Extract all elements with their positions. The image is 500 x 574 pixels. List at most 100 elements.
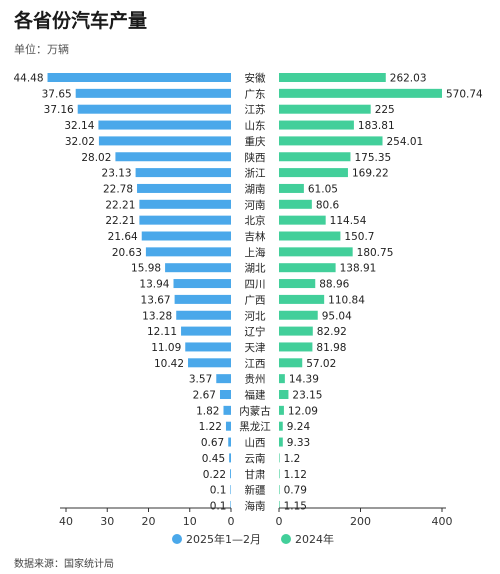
bar-left-18 <box>188 358 231 368</box>
category-label-4: 重庆 <box>245 135 266 148</box>
value-label-left-19: 3.57 <box>189 374 212 386</box>
value-label-right-27: 1.15 <box>284 500 307 512</box>
value-label-left-21: 1.82 <box>196 405 219 417</box>
category-label-21: 内蒙古 <box>239 404 271 417</box>
value-label-right-7: 61.05 <box>308 183 338 195</box>
value-label-right-10: 150.7 <box>344 231 374 243</box>
bar-left-19 <box>216 374 231 384</box>
source-note: 数据来源：国家统计局 <box>14 559 114 570</box>
value-label-right-24: 1.2 <box>284 453 301 465</box>
value-label-right-1: 570.74 <box>446 88 483 100</box>
bar-left-17 <box>185 342 231 352</box>
legend-marker-right <box>281 534 291 544</box>
right-tick-label-1: 200 <box>350 515 371 528</box>
bar-right-18 <box>279 358 303 368</box>
bar-left-13 <box>173 279 231 289</box>
category-label-18: 江西 <box>245 358 266 370</box>
bar-left-27 <box>230 500 231 510</box>
category-label-22: 黑龙江 <box>239 420 271 433</box>
value-label-left-24: 0.45 <box>202 453 225 465</box>
value-label-left-0: 44.48 <box>13 73 43 85</box>
value-label-right-13: 88.96 <box>319 279 349 291</box>
unit-label: 单位：万辆 <box>14 43 69 56</box>
value-label-left-6: 23.13 <box>102 168 132 180</box>
value-label-left-17: 11.09 <box>151 342 181 354</box>
value-label-left-3: 32.14 <box>64 120 94 132</box>
value-label-left-20: 2.67 <box>193 390 216 402</box>
bar-right-14 <box>279 294 325 304</box>
bar-right-25 <box>279 469 280 479</box>
bar-right-21 <box>279 405 284 415</box>
category-label-15: 河北 <box>245 310 266 322</box>
bar-right-13 <box>279 279 316 289</box>
right-tick-label-0: 0 <box>276 515 283 528</box>
value-label-right-2: 225 <box>375 104 395 116</box>
value-label-right-5: 175.35 <box>354 152 391 164</box>
legend-label-left: 2025年1—2月 <box>186 532 261 546</box>
bar-left-11 <box>145 247 231 257</box>
value-label-right-25: 1.12 <box>284 469 307 481</box>
bar-left-10 <box>141 231 231 241</box>
category-label-20: 福建 <box>245 389 266 402</box>
category-label-17: 天津 <box>245 342 266 354</box>
left-tick-label-3: 10 <box>183 515 197 528</box>
value-label-right-12: 138.91 <box>340 263 377 275</box>
bar-left-6 <box>135 168 231 178</box>
value-label-right-4: 254.01 <box>387 136 424 148</box>
category-label-25: 甘肃 <box>245 468 266 481</box>
value-label-left-4: 32.02 <box>65 136 95 148</box>
bar-right-0 <box>279 73 386 82</box>
value-label-right-17: 81.98 <box>316 342 346 354</box>
value-label-right-15: 95.04 <box>322 310 352 322</box>
category-label-12: 湖北 <box>245 263 266 275</box>
value-label-right-0: 262.03 <box>390 73 427 85</box>
category-label-10: 吉林 <box>245 230 266 243</box>
category-label-0: 安徽 <box>245 72 266 85</box>
bar-right-7 <box>279 183 304 193</box>
bar-left-7 <box>137 183 231 193</box>
value-label-right-26: 0.79 <box>284 485 307 497</box>
bar-left-12 <box>165 263 231 273</box>
value-label-left-26: 0.1 <box>210 485 227 497</box>
bar-right-2 <box>279 104 371 114</box>
category-label-1: 广东 <box>245 87 266 100</box>
category-label-27: 海南 <box>245 499 266 512</box>
category-label-13: 四川 <box>245 279 266 291</box>
value-label-right-9: 114.54 <box>330 215 367 227</box>
value-label-right-22: 9.24 <box>287 421 311 433</box>
bar-right-8 <box>279 199 312 209</box>
value-label-right-21: 12.09 <box>288 405 318 417</box>
bar-left-22 <box>225 421 231 431</box>
value-label-right-14: 110.84 <box>328 294 365 306</box>
bar-right-17 <box>279 342 313 352</box>
value-label-left-25: 0.22 <box>203 469 226 481</box>
value-label-left-18: 10.42 <box>154 358 184 370</box>
value-label-left-8: 22.21 <box>105 199 135 211</box>
bar-left-5 <box>115 152 231 162</box>
category-label-2: 江苏 <box>245 103 266 116</box>
value-label-right-11: 180.75 <box>357 247 394 259</box>
category-label-9: 北京 <box>245 214 266 227</box>
value-label-left-14: 13.67 <box>141 294 171 306</box>
right-series-bars: 262.03 570.74 225 183.81 254.01 175.35 169.22 6… <box>279 73 483 512</box>
value-label-right-19: 14.39 <box>289 374 319 386</box>
bar-right-22 <box>279 421 283 431</box>
bar-left-2 <box>77 104 231 114</box>
bar-right-10 <box>279 231 341 241</box>
value-label-right-8: 80.6 <box>316 199 340 211</box>
right-x-axis: 0 200 400 <box>276 507 453 528</box>
bar-left-3 <box>98 120 231 130</box>
bar-left-21 <box>223 405 231 415</box>
left-x-axis: 40 30 20 10 0 <box>59 507 235 528</box>
value-label-left-9: 22.21 <box>105 215 135 227</box>
value-label-right-20: 23.15 <box>292 390 322 402</box>
category-label-24: 云南 <box>245 452 266 465</box>
bar-right-27 <box>279 500 280 510</box>
bar-right-6 <box>279 168 348 178</box>
bar-left-9 <box>139 215 231 225</box>
value-label-left-2: 37.16 <box>44 104 74 116</box>
bar-left-4 <box>98 136 231 146</box>
value-label-right-3: 183.81 <box>358 120 395 132</box>
bar-left-26 <box>230 485 231 495</box>
bar-right-1 <box>279 88 442 98</box>
